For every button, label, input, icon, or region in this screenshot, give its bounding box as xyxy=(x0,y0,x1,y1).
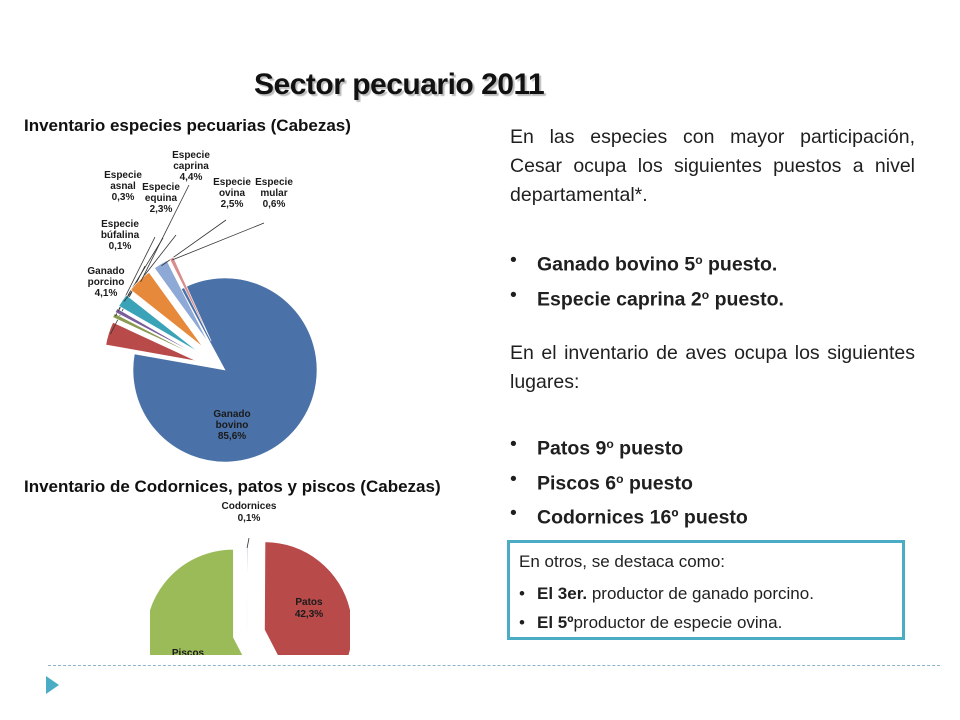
pie-label-codornices: Codornices xyxy=(221,501,276,512)
pie-slice-especie-equina xyxy=(118,294,199,353)
pie-label-ganado-bovino: Ganado xyxy=(213,409,250,420)
pie-label-especie-ovina: ovina xyxy=(219,188,246,199)
aves-item-text: Piscos 6 xyxy=(537,472,617,495)
pie-label-patos: Patos xyxy=(295,597,323,608)
ranking-item-text: Ganado bovino 5 xyxy=(537,253,696,276)
pie-slice-patos xyxy=(264,541,350,655)
pie-label-especie-mular: mular xyxy=(260,188,287,199)
pie-slice-especie-bufalina xyxy=(112,313,197,357)
highlight-item-porcino: • El 3er. productor de ganado porcino. xyxy=(519,579,893,608)
pie-slice-especie-ovina xyxy=(154,260,209,343)
birds-chart-title: Inventario de Codornices, patos y piscos… xyxy=(24,477,441,496)
livestock-pie-chart: Ganadobovino85,6%Ganadoporcino4,1%Especi… xyxy=(87,150,318,463)
ranking-item-caprina: • Especie caprina 2o puesto. xyxy=(510,280,784,315)
pie-value-especie-equina: 2,3% xyxy=(150,204,173,215)
pie-value-especie-mular: 0,6% xyxy=(263,199,286,210)
highlights-box-title: En otros, se destaca como: xyxy=(519,552,725,571)
ordinal-mark: o xyxy=(695,253,703,267)
pie-label-ganado-porcino: Ganado xyxy=(87,266,124,277)
bullet-glyph: • xyxy=(510,433,517,455)
pie-label-especie-bufalina: búfalina xyxy=(101,230,140,241)
ranking-list: • Ganado bovino 5o puesto. • Especie capri… xyxy=(510,245,784,314)
leader-line-especie-mular xyxy=(172,222,265,261)
leader-line-especie-caprina xyxy=(140,184,190,283)
triangle-right-icon[interactable] xyxy=(46,676,59,694)
pie-slice-codornices xyxy=(246,545,248,635)
leader-line-codornices xyxy=(246,537,250,549)
pie-label-piscos: Piscos xyxy=(172,648,205,655)
pie-label-especie-mular: Especie xyxy=(255,177,293,188)
aves-item-suffix: puesto xyxy=(613,437,684,460)
pie-value-codornices: 0,1% xyxy=(238,513,261,524)
aves-item-piscos: • Piscos 6o puesto xyxy=(510,464,748,499)
aves-paragraph: En el inventario de aves ocupa los sigui… xyxy=(510,342,915,393)
ranking-item-suffix: puesto. xyxy=(702,253,778,276)
pie-label-ganado-porcino: porcino xyxy=(88,277,125,288)
pie-label-especie-bufalina: Especie xyxy=(101,219,139,230)
highlight-item-bold: El 3er. xyxy=(537,584,588,603)
pie-label-ganado-bovino: bovino xyxy=(216,420,249,431)
pie-slice-especie-asnal xyxy=(114,308,198,355)
pie-value-especie-bufalina: 0,1% xyxy=(109,241,132,252)
pie-label-especie-equina: equina xyxy=(145,193,178,204)
pie-label-especie-caprina: Especie xyxy=(172,150,210,161)
bullet-glyph: • xyxy=(519,584,525,603)
pie-value-ganado-porcino: 4,1% xyxy=(95,288,118,299)
pie-slice-especie-mular xyxy=(169,256,212,342)
highlight-item-ovina: • El 5ºproductor de especie ovina. xyxy=(519,608,893,637)
pie-slice-ganado-porcino xyxy=(105,321,197,362)
pie-value-especie-caprina: 4,4% xyxy=(180,172,203,183)
aves-item-text: Codornices 16º puesto xyxy=(537,506,748,529)
slide-title: Sector pecuario 2011 xyxy=(254,68,545,101)
pie-value-patos: 42,3% xyxy=(295,609,323,620)
aves-item-patos: • Patos 9o puesto xyxy=(510,429,748,464)
pie-value-especie-ovina: 2,5% xyxy=(221,199,244,210)
livestock-chart-title: Inventario especies pecuarias (Cabezas) xyxy=(24,116,351,135)
bullet-glyph: • xyxy=(519,613,525,632)
ordinal-mark: o xyxy=(701,287,710,302)
pie-label-especie-asnal: asnal xyxy=(110,181,136,192)
aves-item-codornices: • Codornices 16º puesto xyxy=(510,498,748,533)
bullet-glyph: • xyxy=(510,283,517,306)
pie-value-ganado-bovino: 85,6% xyxy=(218,431,246,442)
highlights-list: • El 3er. productor de ganado porcino. • E… xyxy=(519,579,893,637)
aves-item-text: Patos 9 xyxy=(537,437,607,460)
pie-slice-ganado-bovino xyxy=(132,277,318,463)
pie-label-especie-ovina: Especie xyxy=(213,177,251,188)
ranking-item-bovino: • Ganado bovino 5o puesto. xyxy=(510,245,784,280)
pie-slice-piscos xyxy=(150,549,243,655)
pie-value-especie-asnal: 0,3% xyxy=(112,192,135,203)
bullet-glyph: • xyxy=(510,467,517,490)
footer-divider xyxy=(48,665,940,666)
ordinal-mark: o xyxy=(616,471,624,486)
ranking-item-suffix: puesto. xyxy=(709,288,784,311)
highlight-item-text: productor de ganado porcino. xyxy=(587,584,814,603)
ordinal-mark: o xyxy=(606,437,614,451)
highlight-item-bold: El 5º xyxy=(537,613,574,632)
ranking-item-text: Especie caprina 2 xyxy=(537,288,702,311)
pie-label-especie-equina: Especie xyxy=(142,182,180,193)
intro-paragraph: En las especies con mayor participación,… xyxy=(510,126,915,206)
highlights-box: En otros, se destaca como: • El 3er. prod… xyxy=(507,540,905,640)
bullet-glyph: • xyxy=(510,502,517,525)
highlight-item-text: productor de especie ovina. xyxy=(573,613,783,632)
pie-label-especie-asnal: Especie xyxy=(104,170,142,181)
aves-ranking-list: • Patos 9o puesto • Piscos 6o puesto • Codo… xyxy=(510,429,748,533)
aves-item-suffix: puesto xyxy=(623,472,693,495)
pie-slice-especie-caprina xyxy=(130,271,204,348)
bullet-glyph: • xyxy=(510,249,517,271)
pie-label-especie-caprina: caprina xyxy=(173,161,209,172)
